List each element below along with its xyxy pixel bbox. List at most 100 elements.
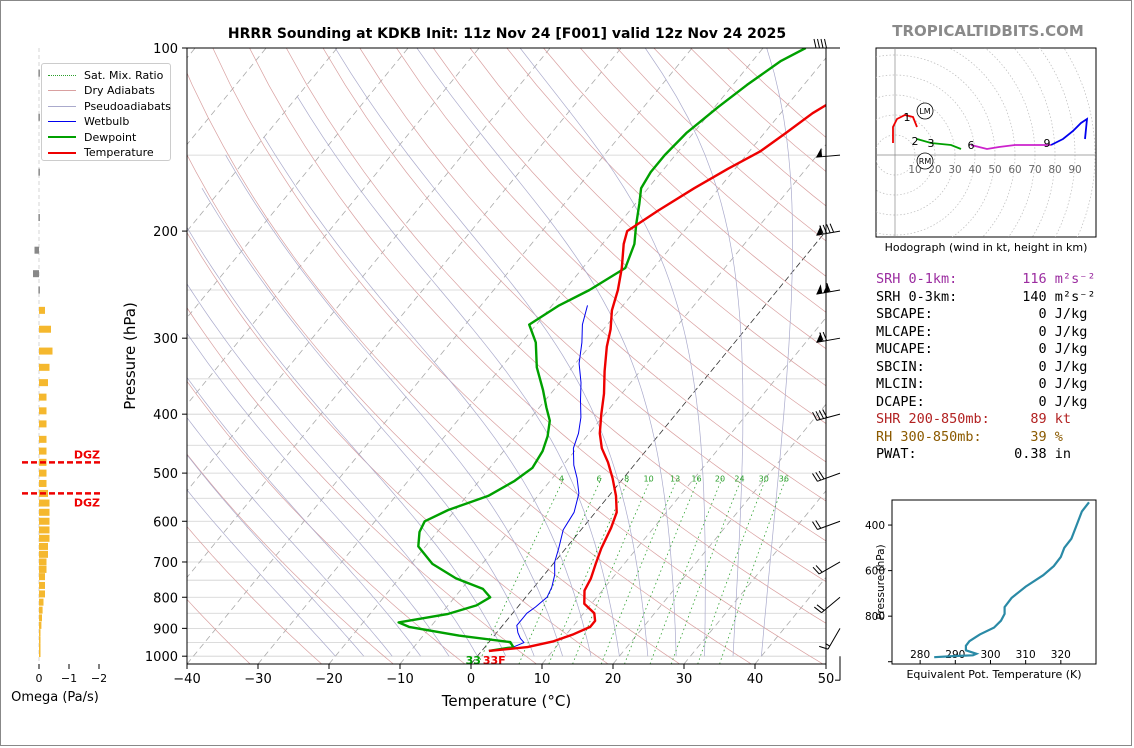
wind-barb-staff (816, 154, 841, 158)
y-tick-label: 900 (153, 622, 178, 637)
legend-swatch (48, 105, 76, 107)
pseudoadiabat-line (187, 332, 450, 657)
wind-barb (835, 656, 841, 681)
hodograph-content: 10 20 30 40 50 60 70 80 90 12 3 6 9 LM RM (876, 48, 1096, 237)
omega-bar (39, 447, 47, 455)
omega-bar (39, 469, 47, 477)
omega-bar (39, 542, 48, 550)
wind-barb-full (820, 38, 824, 49)
hodograph-range-label: 20 (928, 164, 941, 176)
wind-barb-staff (817, 520, 841, 530)
dry-adiabat-line (543, 48, 826, 313)
wind-barb-full (822, 224, 828, 234)
mixing-ratio-label: 13 (670, 474, 680, 483)
omega-bar (39, 306, 45, 314)
surface-temperature-label: 33F (483, 654, 506, 667)
theta-e-y-tick-label: 600 (865, 566, 885, 578)
wind-barb (812, 470, 841, 482)
wind-barb-full (822, 331, 828, 341)
wind-barb-full (826, 224, 831, 234)
isotherm-line (187, 48, 409, 319)
mixing-ratio-line (624, 478, 699, 664)
omega-bar (38, 113, 40, 121)
mixing-ratio-line (719, 478, 787, 664)
omega-bar (34, 246, 39, 254)
y-tick-label: 600 (153, 515, 178, 530)
isotherm-line (187, 48, 622, 579)
isotherm-line (612, 403, 826, 664)
pseudoadiabat-line (187, 376, 421, 657)
legend-swatch (48, 151, 76, 154)
wind-barb-full (813, 606, 822, 614)
isotherm-line (187, 48, 551, 492)
isotherm-line (470, 230, 826, 664)
legend-swatch (48, 121, 76, 122)
x-tick-label: 20 (605, 672, 622, 687)
pseudoadiabat-line (519, 48, 706, 657)
stat-row: SRH 0-1km: 116 m²s⁻² (876, 271, 1096, 287)
skew-t-content: 4 6 8 10 13 16 20 24 30 36 (187, 48, 826, 664)
legend-swatch (48, 74, 76, 76)
hodograph-range-label: 10 (908, 164, 921, 176)
y-tick-label: 200 (153, 225, 178, 240)
wind-barb-full (812, 521, 818, 530)
x-tick-label: 30 (676, 672, 693, 687)
theta-e-x-tick-label: 300 (980, 649, 1000, 661)
stat-row: SHR 200-850mb: 89 kt (876, 411, 1072, 427)
omega-bar (39, 534, 50, 542)
theta-e-line (934, 501, 1090, 659)
dry-adiabat-line (187, 72, 752, 664)
wind-barb-full (822, 409, 828, 418)
y-tick-label: 100 (153, 42, 178, 57)
stat-row: SBCIN: 0 J/kg (876, 358, 1088, 375)
isotherm-line (399, 143, 826, 664)
legend-item: Dewpoint (48, 130, 136, 144)
surface-dewpoint-label: 33 (466, 654, 481, 667)
y-tick-label: 700 (153, 556, 178, 571)
hodograph: 10 20 30 40 50 60 70 80 90 12 3 6 9 LM RM (875, 47, 1097, 238)
omega-bar (39, 393, 47, 401)
pseudoadiabat-line (334, 48, 649, 657)
y-tick-label: 500 (153, 467, 178, 482)
legend-item: Dry Adiabats (48, 84, 155, 98)
skew-t-frame (186, 47, 827, 665)
dry-adiabat-line (359, 48, 826, 502)
omega-bar (39, 550, 48, 558)
omega-bar (38, 214, 40, 222)
dry-adiabat-line (249, 48, 826, 624)
storm-motion-marker (916, 102, 934, 120)
omega-bar (39, 650, 41, 658)
x-tick-label: 40 (747, 672, 764, 687)
wind-barb (812, 409, 841, 421)
chart-title: HRRR Sounding at KDKB Init: 11z Nov 24 [… (227, 26, 787, 42)
y-axis-label: Pressure (hPa) (121, 302, 139, 410)
omega-bar (39, 643, 41, 651)
omega-bar (39, 558, 47, 566)
legend-item: Wetbulb (48, 115, 129, 129)
omega-bar (39, 526, 50, 534)
wind-barb-full (812, 473, 818, 482)
omega-axis-label: Omega (Pa/s) (11, 690, 99, 705)
mixing-ratio-label: 36 (779, 474, 789, 483)
wind-barb-flag (816, 147, 823, 158)
hodograph-trace (1050, 117, 1089, 146)
omega-bar (39, 590, 45, 598)
isotherm-line (187, 48, 693, 664)
omega-x-tick-label: −1 (61, 672, 77, 685)
stat-row: SRH 0-3km: 140 m²s⁻² (876, 288, 1096, 305)
omega-bar (39, 621, 42, 629)
pseudoadiabat-line (187, 226, 507, 657)
omega-bar (39, 517, 50, 525)
mixing-ratio-label: 16 (691, 474, 701, 483)
wind-barb-full (812, 411, 818, 421)
stat-row: RH 300-850mb: 39 % (876, 428, 1063, 445)
dry-adiabat-line (212, 48, 824, 664)
dry-adiabat-line (396, 48, 826, 463)
omega-bar (39, 435, 47, 443)
hodograph-height-label: 3 (928, 137, 935, 150)
pseudoadiabat-line (761, 48, 793, 657)
hodograph-range-label: 90 (1068, 164, 1081, 176)
